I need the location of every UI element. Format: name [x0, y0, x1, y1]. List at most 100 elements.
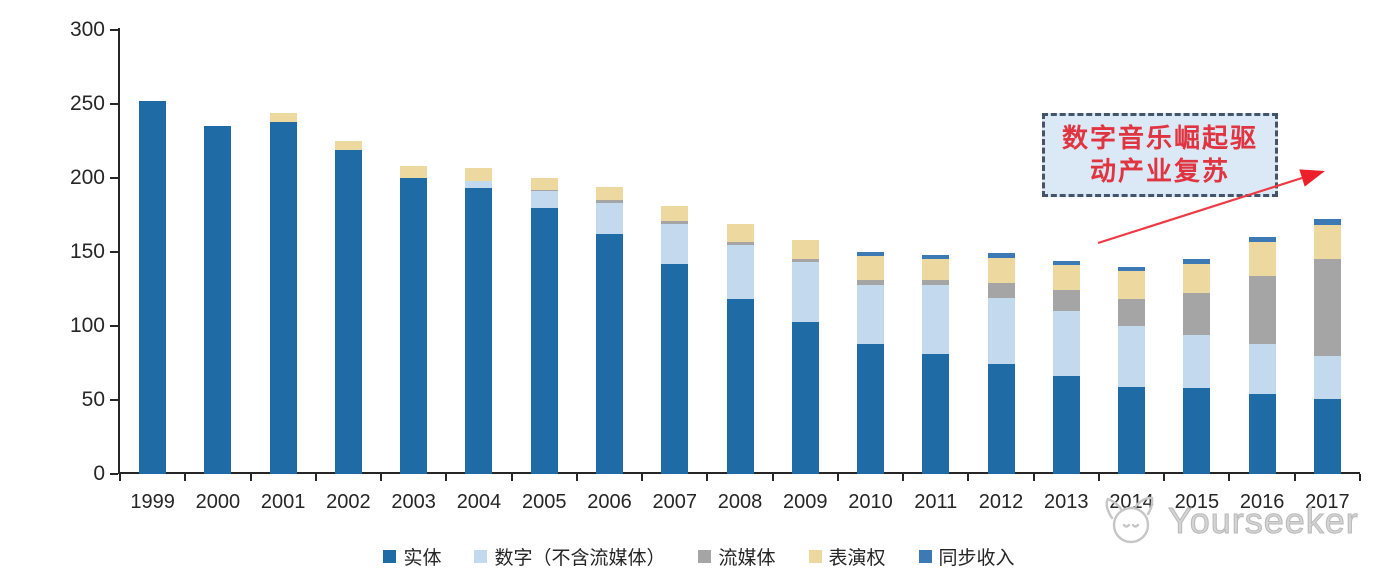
- bar-segment-2013-同步收入: [1052, 260, 1080, 266]
- x-tick-label-2003: 2003: [391, 491, 436, 513]
- bar-2016: [1248, 30, 1276, 474]
- legend: 实体 数字（不含流媒体） 流媒体 表演权 同步收入: [0, 543, 1398, 570]
- legend-item: 数字（不含流媒体）: [474, 543, 665, 570]
- bar-2013: [1052, 30, 1080, 474]
- bar-2017: [1313, 30, 1341, 474]
- bar-segment-2012-表演权: [987, 257, 1015, 284]
- legend-label: 表演权: [828, 548, 886, 569]
- bar-segment-2010-表演权: [857, 256, 885, 281]
- y-tick-0: [110, 473, 118, 475]
- bar-segment-2011-实体: [922, 354, 950, 474]
- x-tick: [314, 474, 317, 481]
- legend-label: 流媒体: [718, 548, 776, 569]
- bar-segment-2016-实体: [1248, 394, 1276, 474]
- bar-segment-2007-数字（不含流媒体）: [661, 223, 689, 264]
- bar-segment-2014-流媒体: [1118, 299, 1146, 326]
- x-tick: [1163, 474, 1166, 481]
- legend-label: 数字（不含流媒体）: [494, 548, 666, 569]
- legend-label: 实体: [403, 548, 442, 569]
- x-tick: [575, 474, 578, 481]
- x-tick: [1097, 474, 1100, 481]
- bar-segment-2002-实体: [334, 149, 362, 474]
- bar-segment-2014-同步收入: [1118, 266, 1146, 272]
- y-tick-label-200: 200: [69, 166, 105, 189]
- legend-swatch-icon: [918, 550, 932, 563]
- bar-segment-2001-表演权: [269, 112, 297, 122]
- bar-segment-2015-同步收入: [1183, 259, 1211, 264]
- legend-item: 表演权: [808, 543, 886, 570]
- bar-segment-2008-实体: [726, 299, 754, 474]
- bar-segment-2009-数字（不含流媒体）: [791, 262, 819, 322]
- bar-2000: [204, 30, 232, 474]
- bar-segment-2005-表演权: [530, 178, 558, 190]
- bar-2007: [661, 30, 689, 474]
- legend-label: 同步收入: [938, 548, 1015, 569]
- bar-segment-2010-实体: [857, 343, 885, 474]
- bar-segment-2017-流媒体: [1313, 259, 1341, 356]
- x-tick-label-2017: 2017: [1305, 491, 1350, 513]
- bar-segment-2004-数字（不含流媒体）: [465, 180, 493, 189]
- bar-segment-2013-流媒体: [1052, 290, 1080, 312]
- legend-item: 实体: [383, 543, 441, 570]
- x-tick: [1032, 474, 1035, 481]
- bar-2001: [269, 30, 297, 474]
- bar-segment-2015-数字（不含流媒体）: [1183, 334, 1211, 389]
- bar-segment-2011-表演权: [922, 259, 950, 281]
- x-tick-label-2015: 2015: [1174, 491, 1220, 513]
- bar-segment-2015-流媒体: [1183, 293, 1211, 335]
- bar-segment-2015-表演权: [1183, 263, 1211, 294]
- x-tick-label-2010: 2010: [848, 491, 893, 513]
- y-tick-100: [110, 325, 118, 327]
- bar-segment-2017-实体: [1313, 398, 1341, 474]
- bar-segment-2001-实体: [269, 121, 297, 474]
- x-tick-label-2006: 2006: [587, 491, 632, 513]
- y-tick-200: [110, 177, 118, 179]
- bar-2014: [1118, 30, 1146, 474]
- bar-segment-2011-流媒体: [922, 280, 950, 285]
- x-tick-label-2011: 2011: [914, 491, 958, 513]
- x-tick: [641, 474, 644, 481]
- bar-segment-2017-同步收入: [1313, 219, 1341, 226]
- bar-2005: [530, 30, 558, 474]
- x-tick-label-2001: 2001: [260, 491, 306, 513]
- y-tick-label-100: 100: [69, 314, 105, 337]
- x-tick-label-2000: 2000: [195, 491, 241, 513]
- annotation-text-line2: 动产业复苏: [1089, 156, 1230, 186]
- bar-2012: [987, 30, 1015, 474]
- bar-segment-2012-同步收入: [987, 253, 1015, 258]
- x-tick-label-2007: 2007: [652, 491, 697, 513]
- bar-segment-2007-表演权: [661, 206, 689, 221]
- y-tick-50: [110, 399, 118, 401]
- bar-segment-2009-实体: [791, 321, 819, 474]
- annotation-callout: 数字音乐崛起驱 动产业复苏: [1042, 113, 1278, 197]
- bar-segment-2016-同步收入: [1248, 237, 1276, 242]
- bar-segment-2016-流媒体: [1248, 275, 1276, 344]
- bar-segment-2006-实体: [595, 234, 623, 474]
- x-tick: [380, 474, 383, 481]
- bar-segment-2017-数字（不含流媒体）: [1313, 355, 1341, 399]
- legend-item: 同步收入: [918, 543, 1015, 570]
- bar-segment-2007-流媒体: [661, 220, 689, 224]
- bar-segment-2014-数字（不含流媒体）: [1118, 326, 1146, 387]
- bar-segment-2017-表演权: [1313, 225, 1341, 260]
- bar-segment-2010-流媒体: [857, 280, 885, 285]
- y-tick-label-50: 50: [81, 388, 105, 411]
- x-tick: [706, 474, 709, 481]
- bar-segment-2015-实体: [1183, 388, 1211, 474]
- bar-2006: [595, 30, 623, 474]
- x-tick-label-2013: 2013: [1044, 491, 1089, 513]
- bar-segment-2002-表演权: [334, 141, 362, 150]
- bar-2011: [922, 30, 950, 474]
- bar-segment-2008-数字（不含流媒体）: [726, 244, 754, 300]
- annotation-text-line1: 数字音乐崛起驱: [1061, 123, 1258, 153]
- bar-segment-2005-实体: [530, 207, 558, 474]
- bar-segment-2010-同步收入: [857, 252, 885, 257]
- bar-segment-2006-表演权: [595, 186, 623, 201]
- x-tick: [967, 474, 970, 481]
- bar-segment-1999-实体: [139, 101, 167, 474]
- bar-segment-2008-表演权: [726, 223, 754, 242]
- x-tick-label-2009: 2009: [783, 491, 828, 513]
- bar-segment-2006-流媒体: [595, 200, 623, 204]
- bar-segment-2005-数字（不含流媒体）: [530, 191, 558, 208]
- bar-2003: [400, 30, 428, 474]
